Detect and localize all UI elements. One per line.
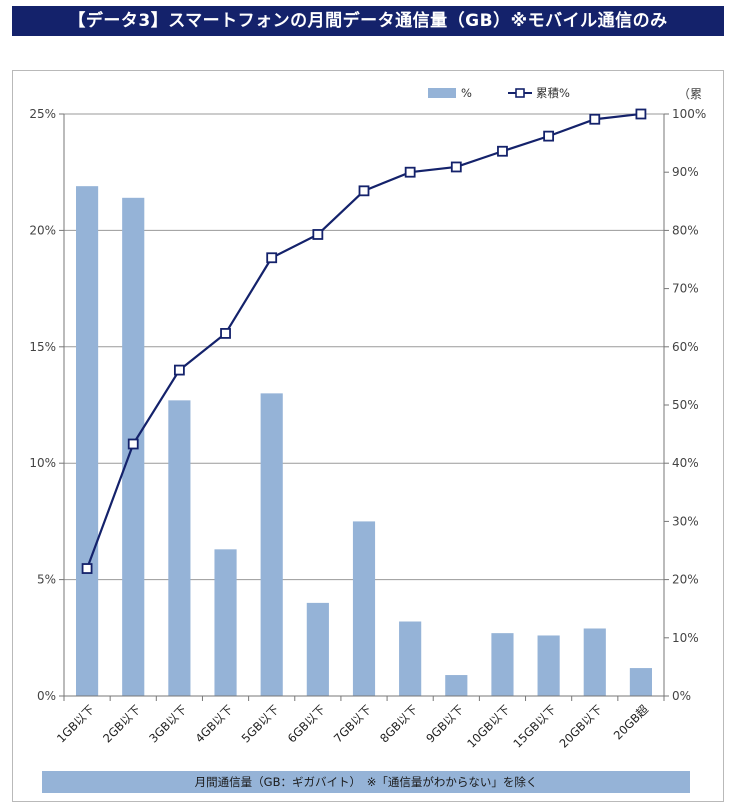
right-axis-ticks: 0% 10% 20% 30% 40% 50% 60% 70% 80% 90% 100% （累 — [664, 87, 706, 703]
line-marker — [127, 438, 139, 450]
right-tick-label: 80% — [672, 223, 699, 237]
category-label: 6GB以下 — [285, 702, 328, 745]
line-marker — [358, 185, 370, 197]
bar — [168, 400, 191, 696]
right-tick-label: 100% — [672, 107, 706, 121]
left-axis-ticks: 0% 5% 10% 15% 20% 25% — [29, 107, 56, 703]
right-tick-label: 40% — [672, 456, 699, 470]
category-label: 2GB以下 — [100, 702, 143, 745]
bar — [352, 521, 376, 696]
bar — [583, 628, 606, 696]
line-marker — [220, 328, 231, 339]
legend-line-label: 累積% — [536, 86, 570, 100]
line-marker — [589, 113, 601, 125]
category-label: 1GB以下 — [54, 702, 97, 745]
line-marker — [266, 252, 278, 264]
category-label: 4GB以下 — [192, 702, 235, 745]
chart-title: 【データ3】スマートフォンの月間データ通信量（GB）※モバイル通信のみ — [12, 6, 724, 36]
line-marker — [497, 145, 508, 157]
category-label: 9GB以下 — [423, 702, 466, 745]
line-series — [81, 108, 647, 574]
bar — [445, 675, 468, 696]
bar — [306, 602, 329, 696]
right-tick-label: 0% — [672, 689, 691, 703]
category-label: 20GB以下 — [556, 702, 604, 750]
line-marker — [81, 563, 93, 574]
right-axis-label: （累 — [678, 87, 702, 101]
line-marker — [404, 166, 416, 178]
category-labels: 1GB以下 2GB以下 3GB以下 4GB以下 5GB以下 6GB以下 7GB以下 8GB以下… — [54, 702, 651, 751]
right-tick-label: 10% — [672, 631, 699, 645]
right-tick-label: 70% — [672, 282, 699, 296]
legend-marker-swatch — [515, 88, 525, 98]
right-tick-label: 30% — [672, 514, 699, 528]
line-marker — [543, 130, 555, 142]
right-tick-label: 90% — [672, 165, 699, 179]
category-label: 10GB以下 — [464, 702, 512, 750]
category-label: 15GB以下 — [510, 702, 558, 750]
legend: % 累積% — [428, 86, 570, 100]
category-label: 3GB以下 — [146, 702, 189, 745]
bar — [76, 186, 99, 696]
bar-series — [76, 186, 652, 697]
legend-bar-swatch — [428, 88, 456, 98]
right-tick-label: 60% — [672, 340, 699, 354]
left-tick-label: 20% — [29, 223, 56, 237]
left-tick-label: 5% — [37, 573, 56, 587]
category-label: 7GB以下 — [331, 702, 374, 745]
line-marker — [312, 229, 324, 240]
right-tick-label: 20% — [672, 573, 699, 587]
bar — [629, 668, 652, 696]
line-marker — [635, 108, 647, 120]
left-tick-label: 15% — [29, 340, 56, 354]
category-label: 20GB超 — [611, 702, 652, 743]
category-label: 8GB以下 — [377, 702, 420, 745]
left-tick-label: 0% — [37, 689, 56, 703]
category-label: 5GB以下 — [239, 702, 282, 745]
line-marker — [450, 161, 462, 173]
right-tick-label: 50% — [672, 398, 699, 412]
x-axis-label: 月間通信量（GB：ギガバイト） ※「通信量がわからない」を除く — [42, 771, 690, 793]
bar — [491, 633, 514, 696]
line-marker — [173, 364, 185, 376]
gridlines — [64, 113, 664, 581]
bar — [260, 393, 283, 696]
bar — [214, 549, 237, 696]
left-tick-label: 25% — [29, 107, 56, 121]
bar — [399, 621, 422, 696]
legend-bar-label: % — [461, 86, 472, 100]
bar — [537, 635, 560, 696]
left-tick-label: 10% — [29, 456, 56, 470]
